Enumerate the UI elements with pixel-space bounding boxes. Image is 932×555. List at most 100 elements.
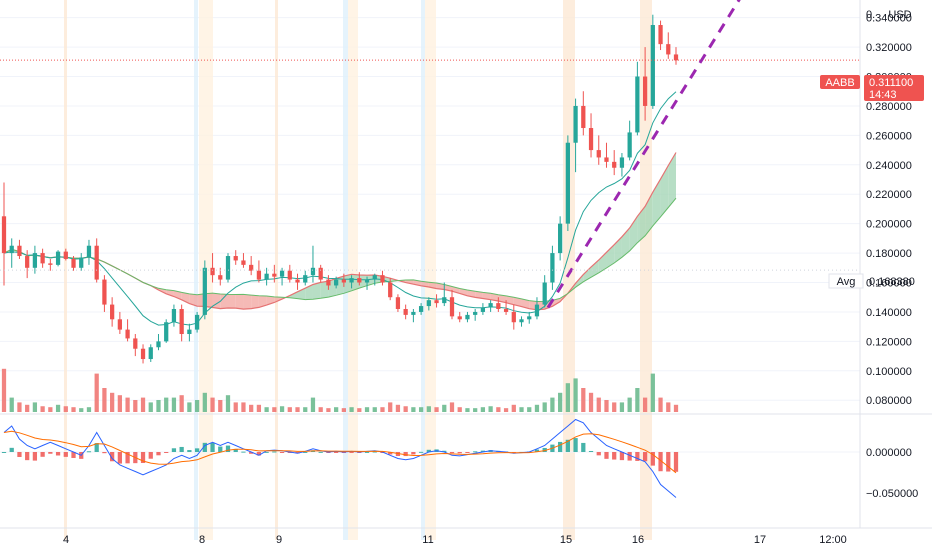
candle-body: [473, 312, 477, 315]
candle-body: [288, 271, 292, 280]
volume-bar: [295, 407, 299, 412]
candle-body: [643, 77, 647, 106]
volume-bar: [496, 407, 500, 412]
volume-bar: [48, 407, 52, 412]
candle-body: [272, 274, 276, 277]
countdown-label: 14:43: [869, 89, 897, 101]
candle-body: [180, 309, 184, 334]
time-tick-label: 16: [632, 534, 644, 546]
volume-bar: [411, 407, 415, 412]
volume-bar: [241, 402, 245, 412]
candle-body: [349, 278, 353, 282]
macd-hist-bar: [180, 447, 184, 452]
candle-body: [125, 330, 129, 339]
macd-hist-bar: [241, 452, 245, 453]
volume-bar: [149, 402, 153, 412]
macd-hist-bar: [473, 451, 477, 452]
volume-bar: [218, 400, 222, 412]
candle: [56, 250, 60, 266]
candle-body: [527, 316, 531, 319]
time-tick-label: 12:00: [819, 534, 847, 546]
volume-bar: [257, 405, 261, 412]
volume-bar: [543, 402, 547, 412]
volume-bar: [442, 405, 446, 412]
candle-body: [450, 297, 454, 316]
avg-value-label: 0.168380: [869, 276, 915, 288]
session-band: [425, 0, 436, 540]
volume-bar: [180, 395, 184, 412]
candle-body: [573, 106, 577, 143]
macd-hist-bar: [620, 452, 624, 460]
volume-bar: [210, 398, 214, 412]
macd-hist-bar: [365, 452, 369, 453]
candle-body: [442, 297, 446, 303]
volume-bar: [226, 395, 230, 412]
volume-bar: [427, 406, 431, 412]
candle-body: [319, 268, 323, 280]
candle-body: [311, 268, 315, 275]
volume-bar: [388, 402, 392, 412]
macd-hist-bar: [411, 452, 415, 454]
time-tick-label: 4: [63, 534, 69, 546]
volume-bar: [527, 407, 531, 412]
price-tick-label: 0.320000: [866, 42, 912, 54]
candle-body: [396, 297, 400, 309]
volume-bar: [118, 395, 122, 412]
candle-body: [674, 54, 678, 60]
candle-body: [581, 106, 585, 128]
time-tick-label: 15: [560, 534, 572, 546]
candle-body: [404, 309, 408, 315]
candle-body: [110, 305, 114, 320]
macd-hist-bar: [87, 451, 91, 452]
volume-bar: [504, 408, 508, 412]
volume-bar: [581, 388, 585, 412]
candle-body: [535, 305, 539, 317]
macd-tick-label: 0.000000: [866, 447, 912, 459]
price-tick-label: 0.280000: [866, 101, 912, 113]
candle-body: [17, 246, 21, 256]
macd-hist-bar: [149, 452, 153, 459]
candle-body: [373, 275, 377, 279]
volume-bar: [396, 405, 400, 412]
volume-bar: [628, 398, 632, 412]
volume-bar: [597, 398, 601, 412]
volume-bar: [658, 398, 662, 412]
ribbon-segment: [220, 294, 228, 309]
macd-hist-bar: [64, 452, 68, 457]
macd-hist-bar: [195, 448, 199, 452]
macd-hist-bar: [465, 452, 469, 453]
candle-body: [481, 308, 485, 312]
volume-bar: [264, 407, 268, 412]
volume-bar: [319, 407, 323, 412]
candle-body: [141, 349, 145, 359]
candle-body: [434, 300, 438, 303]
macd-hist-bar: [419, 452, 423, 453]
price-tick-label: 0.120000: [866, 336, 912, 348]
volume-bar: [249, 405, 253, 412]
volume-bar: [203, 393, 207, 412]
volume-bar: [164, 398, 168, 412]
macd-hist-bar: [319, 452, 323, 453]
price-tick-label: 0.200000: [866, 219, 912, 231]
volume-bar: [326, 408, 330, 412]
volume-bar: [40, 406, 44, 412]
volume-bar: [172, 398, 176, 412]
volume-bar: [404, 406, 408, 412]
macd-hist-bar: [573, 438, 577, 452]
last-price-label: 0.311100: [869, 77, 913, 89]
volume-bar: [102, 388, 106, 412]
candle: [203, 260, 207, 319]
currency-label[interactable]: USD: [888, 9, 911, 21]
candle-body: [519, 319, 523, 322]
volume-bar: [288, 407, 292, 412]
candle-body: [512, 312, 516, 322]
candle-body: [295, 280, 299, 283]
macd-hist-bar: [164, 452, 168, 453]
macd-hist-bar: [349, 452, 353, 453]
candle-body: [550, 253, 554, 282]
volume-bar: [71, 407, 75, 412]
price-tick-label: 0.220000: [866, 189, 912, 201]
price-tick-label: 0.140000: [866, 307, 912, 319]
